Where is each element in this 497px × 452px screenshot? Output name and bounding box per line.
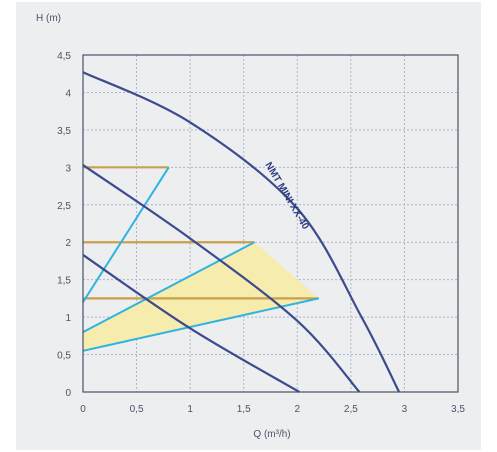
grid <box>83 55 458 392</box>
y-tick-label: 2,5 <box>57 201 71 212</box>
proportional-pressure-line <box>82 166 170 303</box>
curves <box>82 71 401 393</box>
y-tick-label: 1 <box>65 313 71 324</box>
tick-labels: 0 0,5 1 1,5 2 2,5 3 3,5 0 0,5 1 1,5 2 2,5 3 3,5 4 4,5 <box>57 51 465 415</box>
y-tick-label: 4,5 <box>57 51 71 62</box>
proportional-pressure-line <box>82 297 319 352</box>
x-tick-label: 1,5 <box>237 404 251 415</box>
y-tick-label: 0,5 <box>57 351 71 362</box>
curve-label: NMT MINI XX-40 <box>262 160 310 231</box>
operating-area-fill <box>83 242 319 351</box>
y-axis-label: H (m) <box>36 13 61 24</box>
y-tick-label: 2 <box>65 238 71 249</box>
x-tick-label: 0,5 <box>130 404 144 415</box>
x-axis-label: Q (m³/h) <box>253 429 290 440</box>
y-tick-label: 4 <box>65 88 71 99</box>
y-tick-label: 0 <box>65 388 71 399</box>
x-tick-label: 0 <box>80 404 86 415</box>
proportional-pressure-line <box>82 241 255 333</box>
x-tick-label: 2 <box>295 404 301 415</box>
y-tick-label: 3 <box>65 163 71 174</box>
x-tick-label: 1 <box>187 404 193 415</box>
plot-frame <box>82 54 459 393</box>
y-tick-label: 3,5 <box>57 126 71 137</box>
x-tick-label: 3 <box>402 404 408 415</box>
y-tick-label: 1,5 <box>57 276 71 287</box>
pump-curve <box>82 164 361 393</box>
x-tick-label: 3,5 <box>451 404 465 415</box>
pump-curve <box>82 254 300 393</box>
pump-curve <box>82 71 401 393</box>
x-tick-label: 2,5 <box>344 404 358 415</box>
operating-area <box>83 242 319 351</box>
